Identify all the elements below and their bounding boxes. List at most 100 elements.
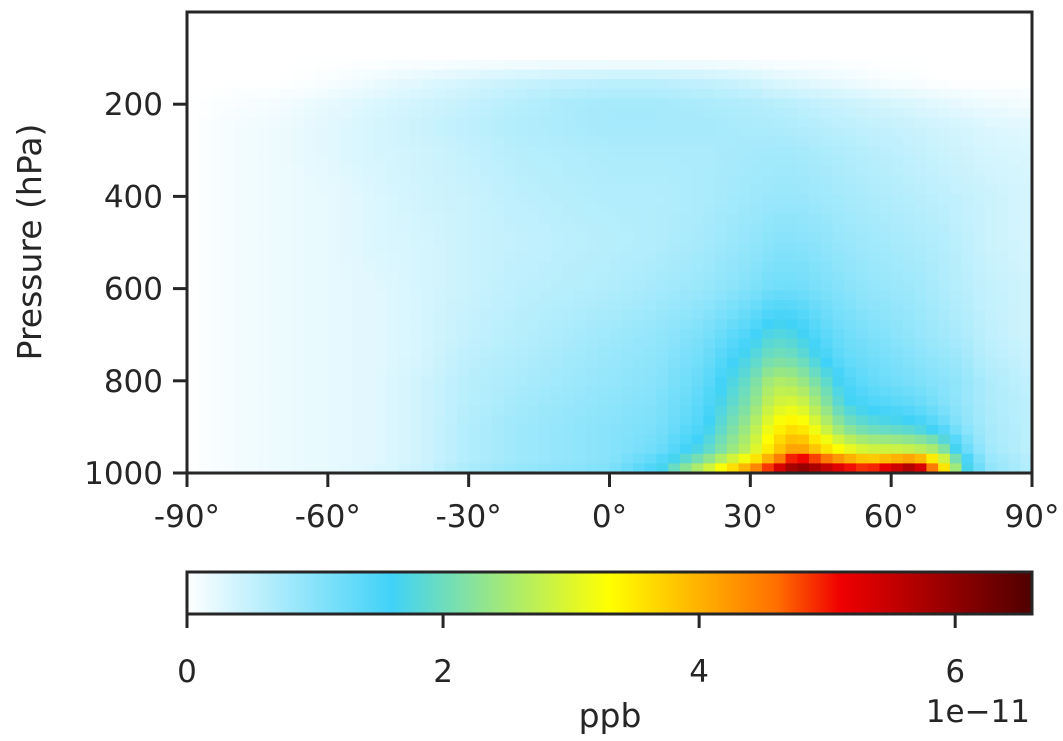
heatmap-cell (832, 40, 845, 52)
heatmap-cell (597, 136, 611, 148)
heatmap-cell (409, 223, 423, 234)
heatmap-cell (891, 21, 904, 32)
heatmap-cell (668, 367, 681, 378)
heatmap-cell (644, 117, 658, 128)
heatmap-cell (632, 40, 646, 52)
heatmap-cell (773, 156, 787, 167)
heatmap-cell (855, 444, 869, 455)
heatmap-cell (1008, 213, 1021, 224)
heatmap-cell (351, 117, 364, 128)
heatmap-cell (257, 213, 270, 224)
heatmap-cell (844, 424, 857, 436)
heatmap-cell (550, 405, 564, 416)
heatmap-cell (398, 319, 411, 330)
heatmap-cell (503, 328, 517, 340)
heatmap-cell (503, 31, 517, 42)
heatmap-cell (891, 319, 904, 330)
heatmap-cell (480, 175, 493, 186)
heatmap-cell (527, 40, 540, 52)
heatmap-cell (820, 31, 834, 42)
heatmap-cell (785, 376, 798, 388)
heatmap-cell (456, 444, 470, 455)
heatmap-cell (550, 88, 564, 100)
heatmap-cell (914, 136, 927, 148)
heatmap-cell (316, 444, 329, 455)
heatmap-cell (703, 376, 716, 388)
heatmap-cell (327, 136, 341, 148)
heatmap-cell (879, 79, 892, 90)
heatmap-cell (269, 338, 282, 349)
heatmap-cell (679, 223, 693, 234)
heatmap-cell (597, 319, 611, 330)
heatmap-cell (762, 463, 775, 473)
heatmap-cell (515, 12, 528, 23)
heatmap-cell (762, 108, 775, 119)
heatmap-cell (809, 204, 822, 215)
heatmap-cell (304, 21, 317, 32)
heatmap-cell (644, 136, 658, 148)
heatmap-cell (679, 79, 693, 90)
heatmap-cell (973, 136, 986, 148)
heatmap-cell (914, 309, 927, 320)
heatmap-cell (574, 232, 587, 244)
heatmap-cell (515, 300, 528, 311)
heatmap-cell (656, 12, 669, 23)
heatmap-cell (292, 136, 305, 148)
heatmap-cell (609, 60, 622, 71)
heatmap-cell (386, 60, 399, 71)
heatmap-cell (339, 328, 352, 340)
heatmap-cell (762, 444, 775, 455)
heatmap-cell (855, 204, 869, 215)
heatmap-cell (609, 415, 622, 426)
heatmap-cell (210, 175, 223, 186)
heatmap-cell (421, 453, 435, 464)
heatmap-cell (468, 165, 482, 176)
heatmap-cell (456, 69, 470, 80)
heatmap-cell (632, 127, 646, 138)
heatmap-cell (832, 396, 845, 407)
heatmap-cell (468, 290, 482, 301)
heatmap-cell (1008, 40, 1021, 52)
heatmap-cell (902, 88, 916, 100)
heatmap-cell (879, 405, 892, 416)
heatmap-cell (738, 348, 751, 359)
heatmap-cell (996, 415, 1010, 426)
heatmap-cell (1020, 117, 1032, 128)
heatmap-cell (257, 156, 270, 167)
heatmap-cell (574, 434, 587, 445)
heatmap-cell (691, 290, 704, 301)
heatmap-cell (832, 204, 845, 215)
heatmap-cell (632, 328, 646, 340)
heatmap-cell (316, 386, 329, 397)
heatmap-cell (574, 463, 587, 473)
heatmap-cell (187, 60, 200, 71)
heatmap-cell (515, 463, 528, 473)
heatmap-cell (398, 98, 411, 109)
heatmap-cell (210, 40, 223, 52)
heatmap-cell (609, 300, 622, 311)
heatmap-cell (855, 184, 869, 196)
heatmap-cell (750, 242, 763, 253)
heatmap-cell (316, 175, 329, 186)
heatmap-cell (539, 396, 552, 407)
heatmap-cell (257, 434, 270, 445)
heatmap-cell (198, 79, 212, 90)
heatmap-cell (621, 31, 634, 42)
heatmap-cell (656, 290, 669, 301)
heatmap-cell (351, 175, 364, 186)
heatmap-cell (456, 396, 470, 407)
heatmap-cell (327, 319, 341, 330)
heatmap-cell (656, 184, 669, 196)
heatmap-cell (973, 31, 986, 42)
heatmap-cell (351, 453, 364, 464)
heatmap-cell (632, 396, 646, 407)
heatmap-cell (973, 405, 986, 416)
heatmap-cell (820, 271, 834, 282)
heatmap-cell (363, 40, 376, 52)
heatmap-cell (668, 357, 681, 368)
heatmap-cell (656, 357, 669, 368)
heatmap-cell (973, 271, 986, 282)
heatmap-cell (820, 60, 834, 71)
heatmap-cell (738, 319, 751, 330)
heatmap-cell (597, 338, 611, 349)
